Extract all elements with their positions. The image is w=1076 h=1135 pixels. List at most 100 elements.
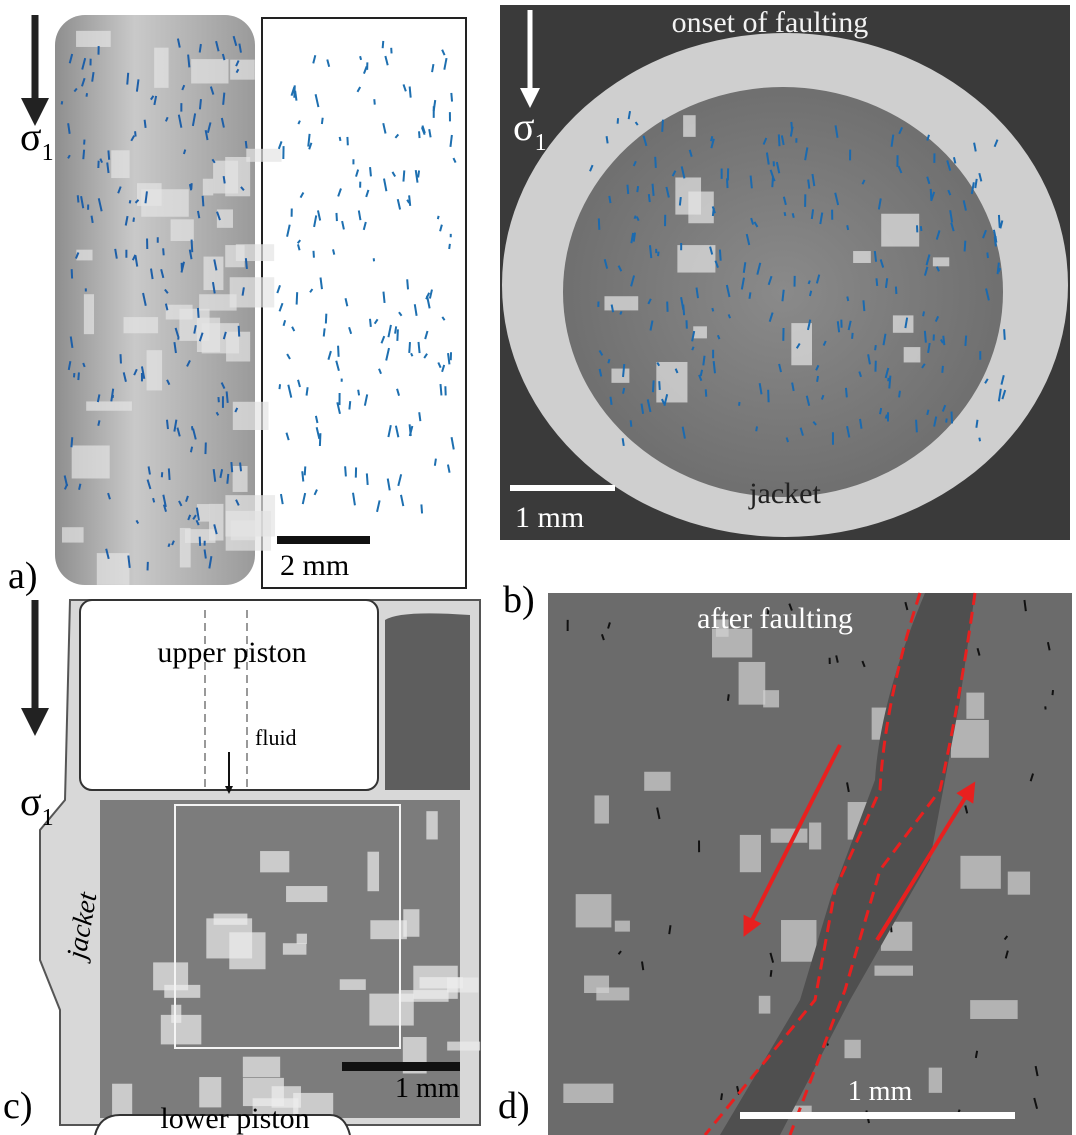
fault-zone bbox=[720, 593, 975, 1135]
crack bbox=[195, 519, 200, 526]
stress-symbol: σ bbox=[20, 779, 42, 824]
crack bbox=[815, 274, 821, 284]
lower-piston bbox=[94, 1114, 351, 1135]
crack bbox=[622, 363, 626, 378]
grain bbox=[770, 828, 808, 843]
crack bbox=[185, 495, 189, 503]
grain bbox=[199, 1077, 222, 1108]
grain bbox=[179, 527, 191, 568]
crack bbox=[287, 384, 293, 398]
crack bbox=[234, 407, 239, 413]
crack bbox=[607, 622, 611, 629]
crack bbox=[67, 123, 71, 134]
crack bbox=[423, 353, 428, 359]
crack bbox=[146, 479, 152, 490]
crack bbox=[942, 335, 946, 346]
crack bbox=[431, 63, 435, 73]
crack bbox=[603, 259, 609, 269]
crack bbox=[348, 401, 352, 410]
crack bbox=[904, 317, 909, 329]
crack bbox=[788, 603, 793, 611]
crack bbox=[720, 1093, 724, 1101]
crack bbox=[365, 189, 370, 198]
crack bbox=[67, 154, 71, 159]
crack bbox=[678, 196, 682, 206]
crack bbox=[867, 354, 871, 365]
grain bbox=[367, 851, 380, 892]
grain bbox=[225, 156, 251, 197]
crack bbox=[322, 328, 326, 337]
grain bbox=[339, 979, 366, 990]
crack bbox=[181, 84, 186, 91]
crack bbox=[91, 72, 95, 82]
crack bbox=[783, 211, 787, 217]
crack bbox=[357, 210, 362, 221]
crack bbox=[627, 110, 631, 120]
crack bbox=[745, 233, 751, 246]
crack bbox=[208, 555, 213, 569]
crack bbox=[769, 969, 773, 977]
crack bbox=[879, 259, 885, 268]
crack bbox=[710, 136, 714, 142]
crack bbox=[363, 394, 369, 406]
crack bbox=[198, 43, 202, 53]
crack bbox=[767, 275, 773, 286]
crack bbox=[232, 35, 238, 47]
crack bbox=[107, 150, 111, 160]
crack bbox=[124, 215, 129, 226]
crack bbox=[781, 289, 785, 302]
crack bbox=[997, 388, 1002, 402]
crack bbox=[413, 304, 418, 316]
crack bbox=[626, 184, 630, 195]
crack bbox=[299, 192, 305, 199]
crack bbox=[203, 549, 207, 559]
crack bbox=[718, 249, 722, 261]
crack bbox=[74, 252, 80, 259]
grain bbox=[447, 977, 479, 993]
crack bbox=[726, 694, 730, 701]
crack bbox=[777, 134, 781, 147]
crack bbox=[658, 381, 661, 391]
crack bbox=[1003, 935, 1009, 941]
crack bbox=[206, 122, 212, 133]
crack bbox=[237, 325, 241, 337]
grain bbox=[242, 1056, 281, 1078]
crack bbox=[73, 87, 78, 93]
grain bbox=[179, 308, 210, 341]
grain bbox=[950, 719, 989, 758]
fault-boundary bbox=[788, 592, 977, 1135]
crack bbox=[384, 55, 389, 66]
crack bbox=[279, 493, 284, 505]
crack bbox=[923, 266, 929, 276]
crack bbox=[963, 240, 967, 252]
crack bbox=[443, 57, 448, 70]
grain bbox=[809, 822, 822, 850]
panel-title: onset of faulting bbox=[672, 6, 869, 39]
cracks bbox=[60, 30, 457, 585]
crack bbox=[933, 416, 938, 427]
slip-arrow bbox=[875, 781, 976, 942]
crack bbox=[428, 289, 433, 299]
crack bbox=[836, 321, 841, 333]
crack bbox=[387, 424, 392, 438]
crack bbox=[834, 125, 839, 138]
crack bbox=[356, 86, 362, 93]
crack bbox=[313, 489, 318, 496]
crack bbox=[182, 149, 187, 155]
crack bbox=[420, 126, 426, 136]
grain bbox=[966, 692, 985, 719]
crack bbox=[296, 239, 302, 244]
crack bbox=[656, 807, 661, 820]
crack bbox=[1000, 374, 1005, 385]
crack bbox=[313, 215, 318, 228]
grain bbox=[844, 1039, 861, 1059]
crack bbox=[691, 330, 696, 342]
crack bbox=[204, 129, 209, 141]
crack bbox=[336, 402, 341, 415]
crack bbox=[649, 320, 654, 331]
crack bbox=[993, 236, 997, 247]
crack bbox=[225, 391, 229, 403]
grain bbox=[153, 962, 189, 991]
grain bbox=[286, 886, 328, 903]
crack bbox=[789, 126, 794, 137]
